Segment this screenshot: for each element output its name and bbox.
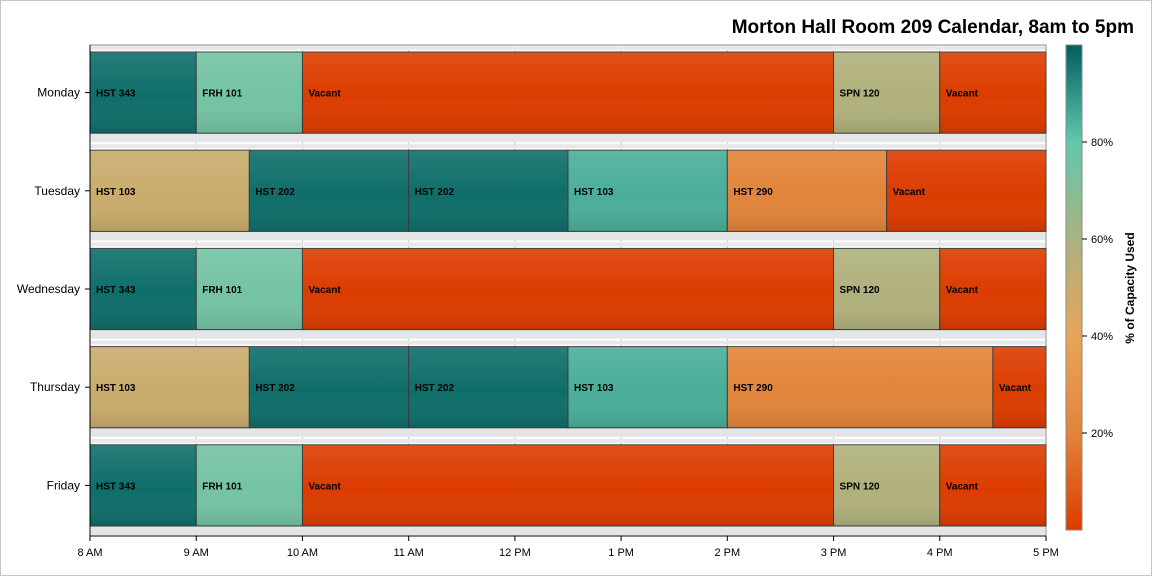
bar-label: HST 103 bbox=[574, 187, 614, 198]
bar-label: SPN 120 bbox=[840, 89, 880, 100]
x-tick-label: 2 PM bbox=[714, 547, 740, 559]
bar-label: HST 103 bbox=[96, 383, 136, 394]
legend-tick-label: 40% bbox=[1091, 331, 1113, 343]
color-legend: % of Capacity Used 20% 40% 60% 80% bbox=[1065, 44, 1137, 531]
bar-shade bbox=[568, 346, 728, 428]
bar-shade bbox=[302, 52, 834, 134]
y-tick-label: Friday bbox=[47, 478, 80, 492]
bar-label: Vacant bbox=[308, 89, 341, 100]
bar-label: SPN 120 bbox=[840, 285, 880, 296]
bar-shade bbox=[939, 52, 1046, 134]
bar-shade bbox=[727, 346, 993, 428]
legend-title: % of Capacity Used bbox=[1123, 232, 1137, 343]
bar-label: HST 343 bbox=[96, 285, 136, 296]
bar-label: HST 202 bbox=[415, 383, 455, 394]
bar-shade bbox=[886, 150, 1046, 232]
bar-label: HST 202 bbox=[255, 187, 295, 198]
chart-title: Morton Hall Room 209 Calendar, 8am to 5p… bbox=[732, 17, 1134, 38]
legend-tick-label: 60% bbox=[1091, 234, 1113, 246]
x-tick-label: 8 AM bbox=[77, 547, 102, 559]
y-tick-label: Tuesday bbox=[34, 184, 80, 198]
bars: HST 343 FRH 101 Vacant SPN 120 Vacant HST 103… bbox=[89, 51, 1047, 527]
bar-label: Vacant bbox=[999, 383, 1032, 394]
row-band-top bbox=[91, 46, 1045, 50]
x-tick-label: 9 AM bbox=[184, 547, 209, 559]
bar-shade bbox=[302, 248, 834, 330]
row-bands bbox=[91, 46, 1045, 535]
bar-shade bbox=[408, 346, 568, 428]
bar-label: HST 103 bbox=[574, 383, 614, 394]
bar-label: Vacant bbox=[946, 481, 979, 492]
x-tick-label: 5 PM bbox=[1033, 547, 1059, 559]
row-band-bottom bbox=[91, 329, 1045, 339]
x-tick-label: 11 AM bbox=[393, 547, 423, 559]
x-tick-label: 10 AM bbox=[287, 547, 318, 559]
bar-label: HST 290 bbox=[733, 383, 773, 394]
bar-label: HST 202 bbox=[415, 187, 455, 198]
bar-label: FRH 101 bbox=[202, 285, 242, 296]
bar-label: Vacant bbox=[946, 285, 979, 296]
bar-label: SPN 120 bbox=[840, 481, 880, 492]
bar-label: FRH 101 bbox=[202, 481, 242, 492]
bar-shade bbox=[249, 150, 409, 232]
bar-shade bbox=[833, 248, 940, 330]
x-tick-label: 12 PM bbox=[499, 547, 531, 559]
bar-shade bbox=[90, 444, 197, 526]
bar-shade bbox=[90, 150, 250, 232]
x-tick-label: 4 PM bbox=[927, 547, 953, 559]
bar-shade bbox=[408, 150, 568, 232]
legend-tick-label: 80% bbox=[1091, 137, 1113, 149]
bar-shade bbox=[302, 444, 834, 526]
bar-shade bbox=[833, 444, 940, 526]
bar-label: HST 290 bbox=[733, 187, 773, 198]
row-band-top bbox=[91, 242, 1045, 247]
bar-shade bbox=[196, 248, 303, 330]
bar-shade bbox=[992, 346, 1046, 428]
bar-shade bbox=[196, 444, 303, 526]
row-band-top bbox=[91, 144, 1045, 149]
bar-label: Vacant bbox=[893, 187, 926, 198]
bar-shade bbox=[90, 248, 197, 330]
bar-shade bbox=[568, 150, 728, 232]
x-tick-label: 1 PM bbox=[608, 547, 634, 559]
bar-label: HST 343 bbox=[96, 89, 136, 100]
bar-label: Vacant bbox=[308, 481, 341, 492]
color-scale-bar bbox=[1065, 44, 1083, 531]
row-band-bottom bbox=[91, 231, 1045, 241]
bar-shade bbox=[939, 444, 1046, 526]
bar-label: FRH 101 bbox=[202, 89, 242, 100]
row-band-bottom bbox=[91, 526, 1045, 535]
bar-label: HST 343 bbox=[96, 481, 136, 492]
row-band-bottom bbox=[91, 133, 1045, 143]
bar-shade bbox=[727, 150, 887, 232]
y-tick-label: Wednesday bbox=[17, 282, 80, 296]
x-tick-label: 3 PM bbox=[821, 547, 847, 559]
bar-shade bbox=[90, 52, 197, 134]
y-tick-label: Monday bbox=[37, 86, 80, 100]
bar-shade bbox=[939, 248, 1046, 330]
bar-shade bbox=[249, 346, 409, 428]
bar-label: Vacant bbox=[946, 89, 979, 100]
row-band-top bbox=[91, 340, 1045, 345]
bar-label: Vacant bbox=[308, 285, 341, 296]
bar-label: HST 103 bbox=[96, 187, 136, 198]
y-tick-label: Thursday bbox=[30, 380, 80, 394]
bar-label: HST 202 bbox=[255, 383, 295, 394]
bar-shade bbox=[196, 52, 303, 134]
row-band-top bbox=[91, 438, 1045, 443]
x-axis: 8 AM 9 AM 10 AM 11 AM 12 PM 1 PM 2 PM 3 PM 4 PM 5… bbox=[77, 535, 1059, 559]
bar-shade bbox=[833, 52, 940, 134]
y-axis: Monday Tuesday Wednesday Thursday Friday bbox=[17, 45, 91, 536]
row-band-bottom bbox=[91, 427, 1045, 437]
legend-tick-label: 20% bbox=[1091, 428, 1113, 440]
bar-shade bbox=[90, 346, 250, 428]
